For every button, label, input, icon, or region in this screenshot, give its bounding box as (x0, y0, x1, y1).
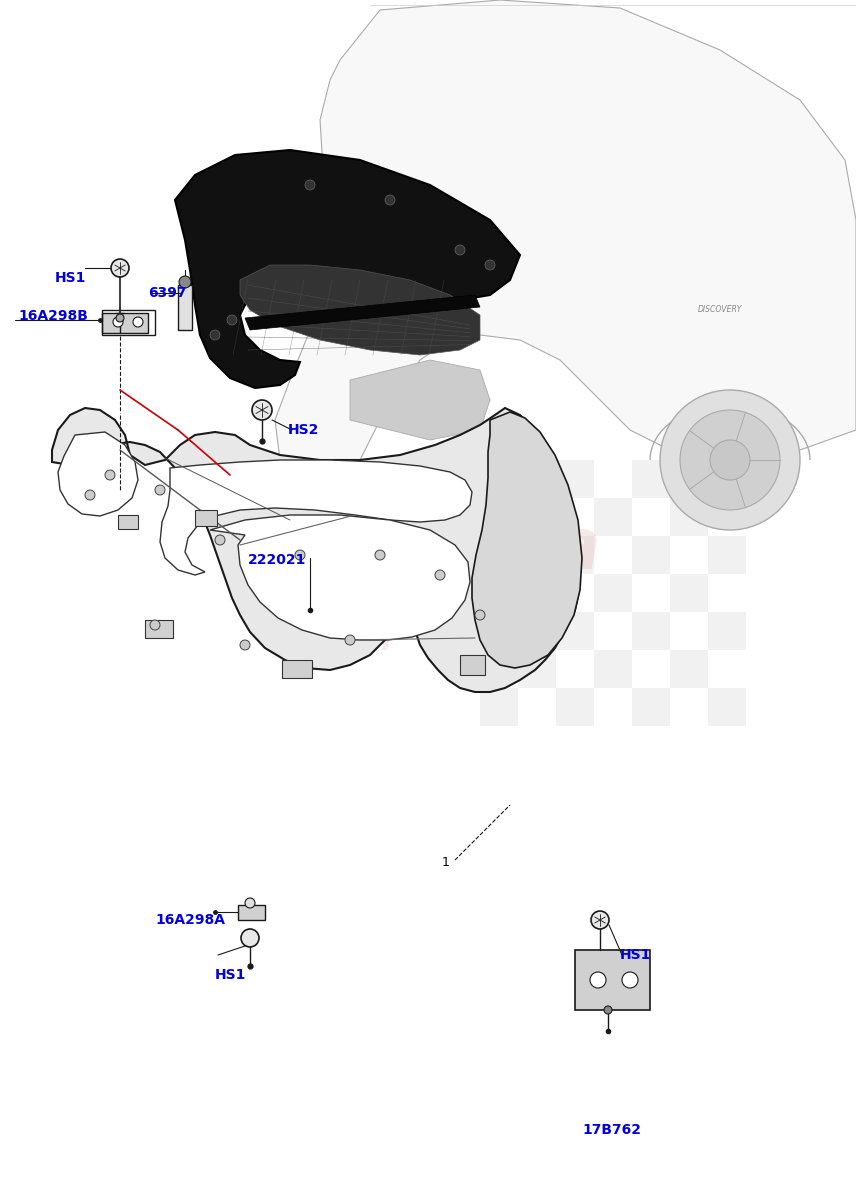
Polygon shape (350, 360, 490, 440)
Circle shape (155, 485, 165, 494)
Text: parts: parts (382, 590, 538, 649)
Bar (480, 536, 518, 574)
Text: HS1: HS1 (620, 948, 651, 962)
Bar (670, 574, 708, 612)
Bar (708, 536, 746, 574)
Text: HS2: HS2 (288, 422, 319, 437)
Text: 17B762: 17B762 (582, 1123, 641, 1138)
Bar (518, 498, 556, 536)
Text: HS1: HS1 (55, 271, 86, 284)
Circle shape (133, 317, 143, 326)
Text: 1: 1 (442, 856, 450, 869)
Circle shape (475, 610, 485, 620)
Circle shape (210, 330, 220, 340)
Bar (556, 460, 594, 498)
Bar (670, 498, 708, 536)
Circle shape (385, 194, 395, 205)
Circle shape (227, 314, 237, 325)
Circle shape (680, 410, 780, 510)
Bar (708, 460, 746, 498)
Bar (518, 650, 556, 688)
Circle shape (179, 276, 191, 288)
Bar (118, 515, 138, 529)
Polygon shape (245, 295, 480, 330)
Bar (460, 655, 485, 674)
Bar (594, 498, 632, 536)
Bar (594, 574, 632, 612)
Text: 16A298A: 16A298A (155, 913, 225, 926)
Bar (556, 688, 594, 726)
Circle shape (252, 400, 272, 420)
Bar (556, 536, 594, 574)
Polygon shape (210, 515, 470, 640)
Circle shape (591, 911, 609, 929)
Circle shape (116, 314, 124, 322)
Circle shape (113, 317, 123, 326)
Circle shape (710, 440, 750, 480)
Bar (708, 688, 746, 726)
Polygon shape (575, 950, 650, 1010)
Circle shape (295, 550, 305, 560)
Bar (632, 612, 670, 650)
Bar (480, 460, 518, 498)
Bar (145, 620, 173, 638)
Circle shape (604, 1006, 612, 1014)
Polygon shape (52, 408, 580, 692)
Text: 16A298B: 16A298B (18, 308, 88, 323)
Polygon shape (275, 0, 856, 500)
Polygon shape (178, 284, 192, 330)
Circle shape (105, 470, 115, 480)
Bar (594, 650, 632, 688)
Circle shape (455, 245, 465, 254)
Circle shape (485, 260, 495, 270)
Bar (556, 612, 594, 650)
Text: 6397: 6397 (148, 286, 187, 300)
Polygon shape (58, 432, 138, 516)
Text: scuderia: scuderia (254, 516, 602, 584)
Polygon shape (472, 412, 582, 668)
Text: 222021: 222021 (248, 553, 306, 566)
Circle shape (660, 390, 800, 530)
Polygon shape (160, 460, 472, 575)
Polygon shape (175, 150, 520, 388)
Bar (632, 536, 670, 574)
Polygon shape (238, 905, 265, 920)
Circle shape (241, 929, 259, 947)
Circle shape (590, 972, 606, 988)
Bar (282, 660, 312, 678)
Bar (518, 574, 556, 612)
Circle shape (435, 570, 445, 580)
Circle shape (305, 180, 315, 190)
Polygon shape (240, 265, 480, 355)
Bar (195, 510, 217, 526)
Bar (632, 460, 670, 498)
Bar (480, 688, 518, 726)
Bar (670, 650, 708, 688)
Circle shape (245, 898, 255, 908)
Circle shape (85, 490, 95, 500)
Text: HS1: HS1 (215, 968, 247, 982)
Bar (708, 612, 746, 650)
Bar (480, 612, 518, 650)
Circle shape (111, 259, 129, 277)
Circle shape (622, 972, 638, 988)
Text: DISCOVERY: DISCOVERY (698, 306, 742, 314)
Circle shape (345, 635, 355, 646)
Circle shape (150, 620, 160, 630)
Polygon shape (102, 313, 148, 332)
Circle shape (215, 535, 225, 545)
Circle shape (240, 640, 250, 650)
Bar (632, 688, 670, 726)
Circle shape (375, 550, 385, 560)
